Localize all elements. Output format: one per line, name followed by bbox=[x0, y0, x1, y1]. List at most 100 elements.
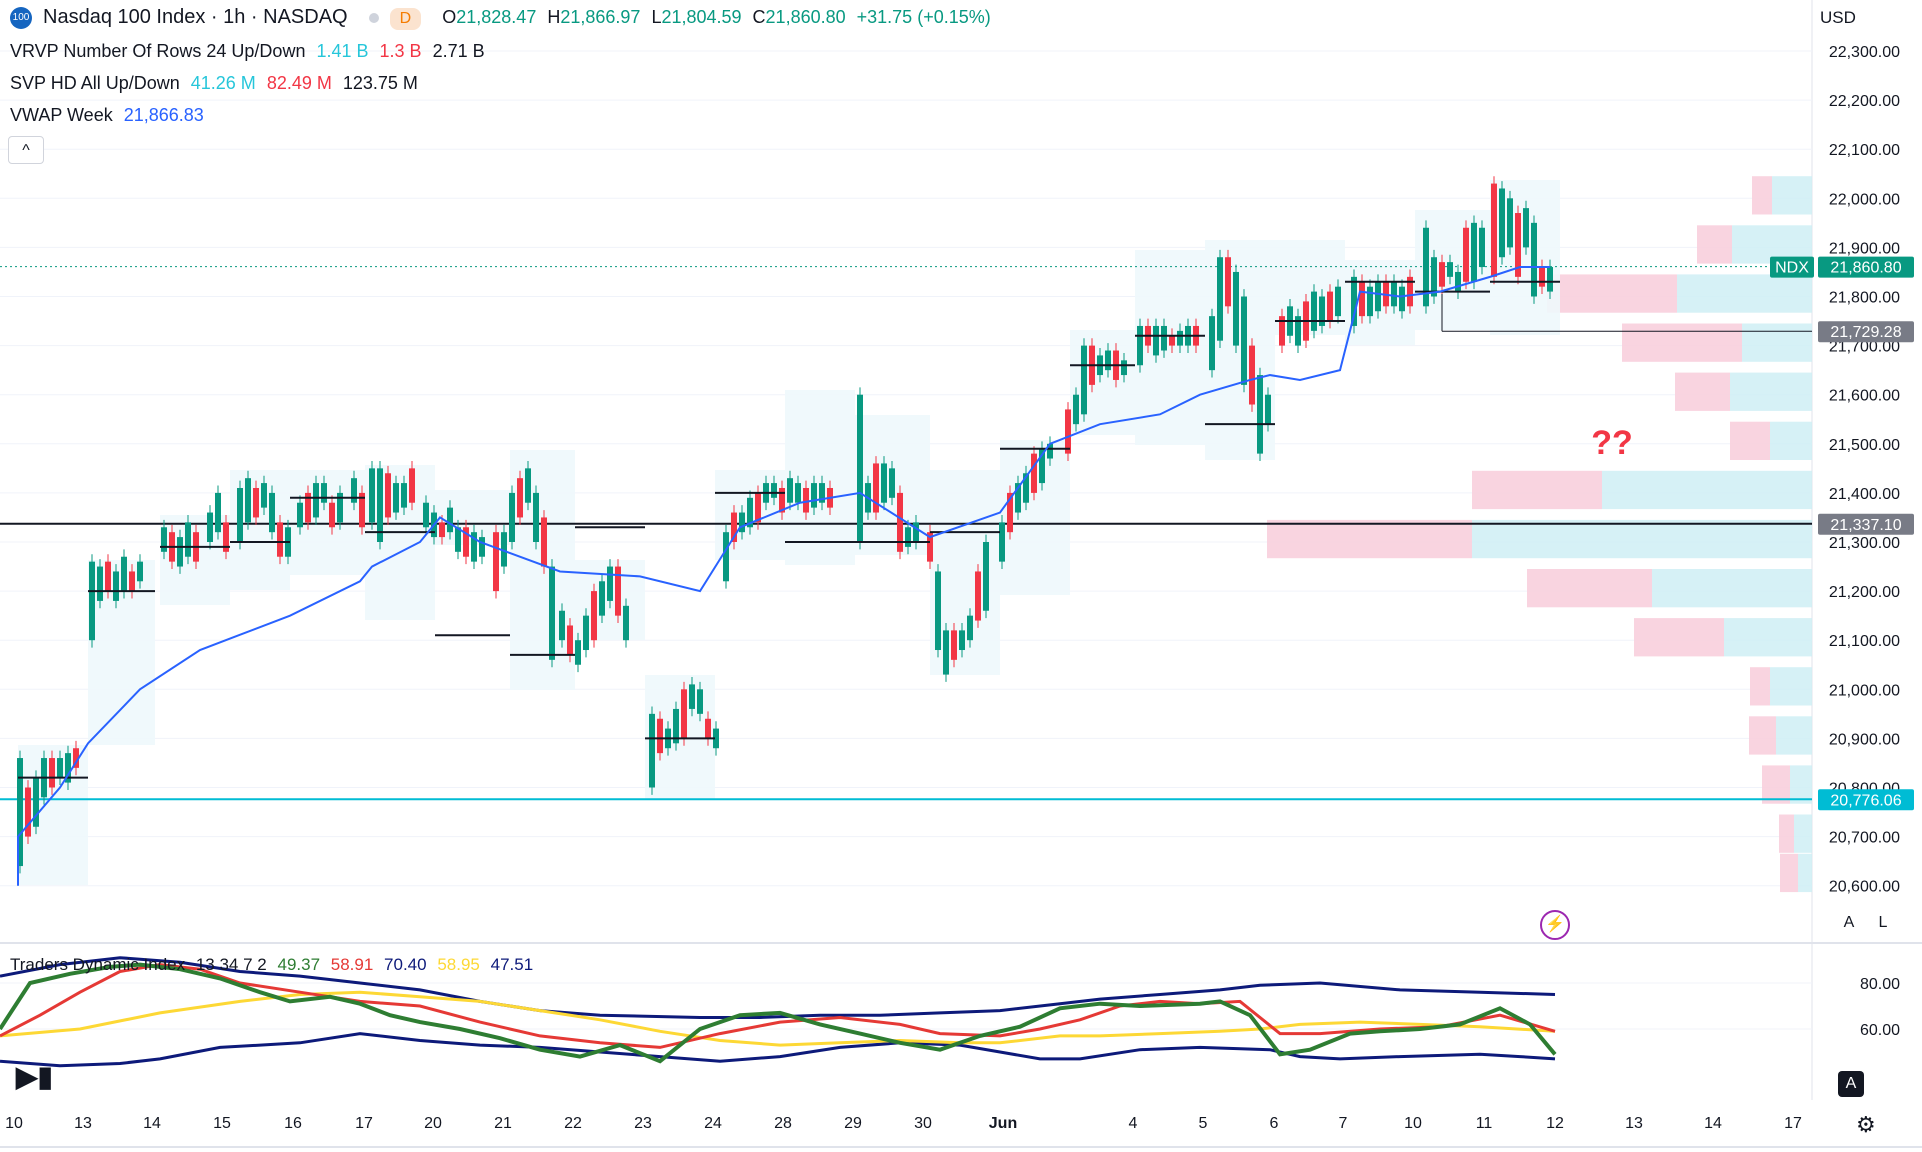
candle-body bbox=[739, 512, 745, 533]
session-profile-box bbox=[1275, 240, 1345, 335]
level-2-tag-bg bbox=[1818, 513, 1914, 535]
candle-body bbox=[583, 615, 589, 651]
lightning-icon[interactable]: ⚡ bbox=[1540, 910, 1570, 940]
session-profile-box bbox=[1135, 250, 1205, 445]
volume-profile-up-bar bbox=[1742, 323, 1812, 362]
candle-body bbox=[803, 487, 809, 513]
price-tick-label: 21,100.00 bbox=[1829, 633, 1900, 650]
candle-body bbox=[1335, 286, 1341, 317]
time-axis-label: 14 bbox=[1704, 1115, 1722, 1132]
price-tick-label: 21,300.00 bbox=[1829, 535, 1900, 552]
level-1-tag-bg bbox=[1818, 321, 1914, 343]
candle-body bbox=[1081, 345, 1087, 415]
svp-legend[interactable]: SVP HD All Up/Down 41.26 M 82.49 M 123.7… bbox=[10, 72, 424, 94]
candle-body bbox=[1047, 443, 1053, 459]
time-axis-label: 20 bbox=[424, 1115, 442, 1132]
vwap-value: 21,866.83 bbox=[123, 105, 204, 125]
volume-profile-up-bar bbox=[1677, 274, 1812, 313]
candle-body bbox=[999, 522, 1005, 562]
candle-body bbox=[935, 571, 941, 651]
candle-body bbox=[873, 463, 879, 513]
d-badge[interactable]: D bbox=[389, 8, 422, 30]
candle-body bbox=[959, 630, 965, 651]
candle-body bbox=[1423, 227, 1429, 307]
candle-body bbox=[607, 566, 613, 601]
candle-body bbox=[1023, 473, 1029, 503]
price-tick-label: 21,000.00 bbox=[1829, 682, 1900, 699]
candle-body bbox=[471, 532, 477, 562]
candle-body bbox=[1161, 325, 1167, 351]
volume-profile-down-bar bbox=[1749, 716, 1776, 755]
symbol-title[interactable]: Nasdaq 100 Index · 1h · NASDAQ bbox=[43, 6, 348, 28]
tradingview-logo-icon[interactable]: ▶▮ bbox=[16, 1061, 53, 1092]
vwap-legend[interactable]: VWAP Week 21,866.83 bbox=[10, 104, 210, 126]
candle-body bbox=[207, 512, 213, 542]
candle-body bbox=[591, 591, 597, 641]
candle-body bbox=[1031, 453, 1037, 493]
volume-profile-down-bar bbox=[1750, 667, 1770, 706]
candle-body bbox=[1295, 316, 1301, 346]
volume-profile-up-bar bbox=[1652, 569, 1812, 608]
tdi-v2: 58.91 bbox=[330, 955, 374, 974]
candle-body bbox=[649, 713, 655, 788]
price-tick-label: 22,100.00 bbox=[1829, 142, 1900, 159]
question-annotation: ?? bbox=[1591, 424, 1633, 462]
candle-body bbox=[161, 527, 167, 552]
collapse-legend-button[interactable]: ^ bbox=[8, 136, 44, 164]
candle-body bbox=[385, 473, 391, 518]
candle-body bbox=[1177, 330, 1183, 346]
vrvp-total: 2.71 B bbox=[432, 41, 485, 61]
candle-body bbox=[337, 492, 343, 523]
tdi-v4: 58.95 bbox=[437, 955, 480, 974]
auto-scale-button[interactable]: A bbox=[1836, 910, 1862, 936]
candle-body bbox=[113, 571, 119, 601]
time-axis-label: 23 bbox=[634, 1115, 652, 1132]
candle-body bbox=[723, 532, 729, 582]
time-axis-label: 11 bbox=[1476, 1115, 1493, 1132]
candle-body bbox=[297, 502, 303, 528]
currency-selector[interactable]: USD bbox=[1820, 8, 1856, 27]
price-tick-label: 21,600.00 bbox=[1829, 388, 1900, 405]
time-axis-label: 7 bbox=[1339, 1115, 1348, 1132]
candle-body bbox=[811, 483, 817, 508]
auto-scale-button-2[interactable]: A bbox=[1838, 1071, 1864, 1097]
log-scale-button[interactable]: L bbox=[1870, 910, 1896, 936]
tdi-v3: 70.40 bbox=[384, 955, 427, 974]
candle-body bbox=[927, 532, 933, 562]
ndx-tag: NDX bbox=[1775, 260, 1809, 277]
candle-body bbox=[509, 492, 515, 542]
candle-body bbox=[261, 483, 267, 508]
price-tick-label: 22,200.00 bbox=[1829, 93, 1900, 110]
candle-body bbox=[463, 527, 469, 557]
settings-gear-icon[interactable]: ⚙ bbox=[1856, 1112, 1876, 1137]
time-axis-label: 10 bbox=[5, 1115, 23, 1132]
svp-up: 41.26 M bbox=[190, 73, 256, 93]
candle-body bbox=[599, 581, 605, 616]
ohlc-change: +31.75 (+0.15%) bbox=[856, 7, 991, 27]
price-tick-label: 21,800.00 bbox=[1829, 290, 1900, 307]
price-tick-label: 21,400.00 bbox=[1829, 486, 1900, 503]
candle-body bbox=[1479, 227, 1485, 268]
volume-profile-down-bar bbox=[1730, 421, 1770, 461]
volume-profile-up-bar bbox=[1770, 667, 1812, 706]
time-axis-label: 24 bbox=[704, 1115, 722, 1132]
tdi-legend[interactable]: Traders Dynamic Index 13 34 7 2 49.37 58… bbox=[10, 954, 539, 976]
candle-body bbox=[575, 640, 581, 665]
candle-body bbox=[455, 527, 461, 552]
volume-profile-down-bar bbox=[1780, 853, 1798, 893]
candle-body bbox=[479, 537, 485, 557]
vrvp-name: VRVP Number Of Rows 24 Up/Down bbox=[10, 41, 306, 61]
candle-body bbox=[17, 758, 23, 867]
svp-total: 123.75 M bbox=[342, 73, 418, 93]
candle-body bbox=[377, 468, 383, 542]
ohlc-o: 21,828.47 bbox=[456, 7, 537, 27]
session-profile-box bbox=[1205, 240, 1275, 460]
candle-body bbox=[747, 497, 753, 528]
vrvp-legend[interactable]: VRVP Number Of Rows 24 Up/Down 1.41 B 1.… bbox=[10, 40, 491, 62]
symbol-logo[interactable]: 100 bbox=[10, 7, 32, 30]
candle-body bbox=[1463, 227, 1469, 282]
last-price-tag: 21,860.80 bbox=[1830, 260, 1901, 277]
candle-body bbox=[1367, 286, 1373, 317]
candle-body bbox=[615, 566, 621, 616]
